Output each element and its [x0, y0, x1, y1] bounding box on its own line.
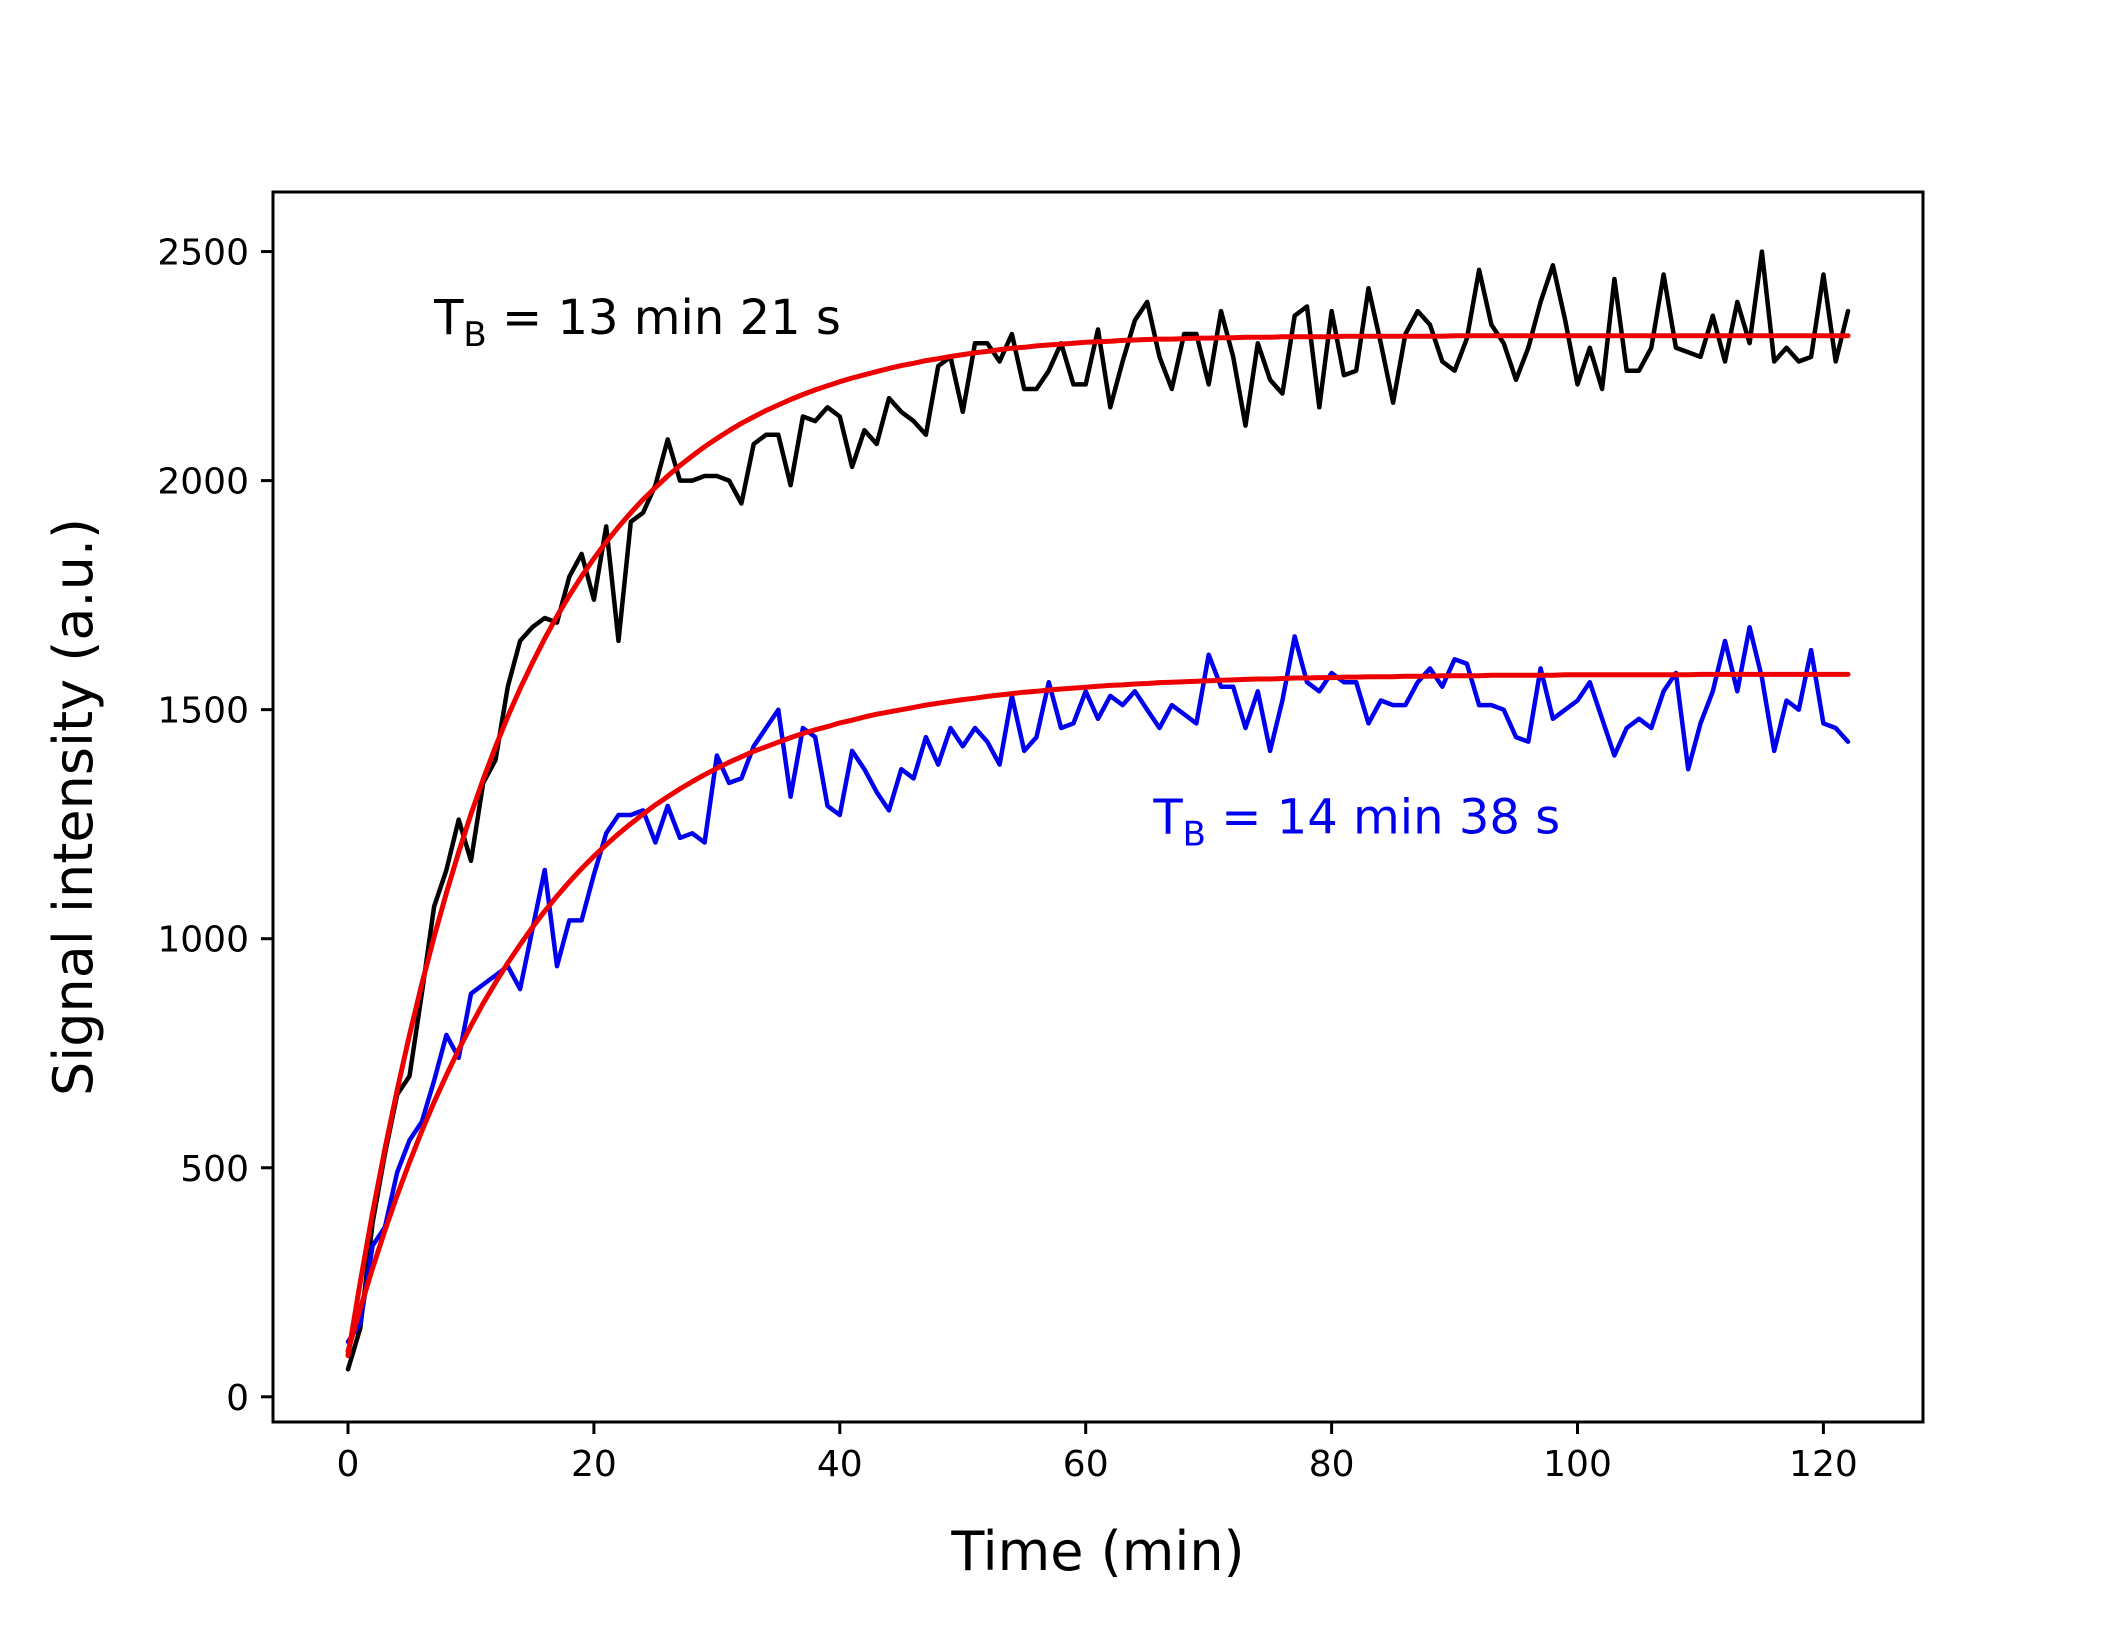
x-axis-label: Time (min)	[950, 1520, 1244, 1583]
x-tick-label: 60	[1063, 1444, 1109, 1485]
x-axis-ticks: 0 20 40 60 80 100 120	[337, 1422, 1858, 1485]
y-tick-label: 1000	[157, 920, 249, 961]
plot-lines	[345, 249, 1851, 1372]
x-tick-label: 40	[817, 1444, 863, 1485]
x-tick-label: 80	[1309, 1444, 1355, 1485]
x-tick-label: 120	[1789, 1444, 1858, 1485]
y-tick-label: 500	[180, 1149, 249, 1190]
data-series-2	[345, 624, 1851, 1345]
annotations: TB = 13 min 21 s TB = 14 min 38 s	[433, 290, 1560, 854]
y-axis-ticks: 0 500 1000 1500 2000 2500	[157, 233, 273, 1419]
y-tick-label: 0	[226, 1378, 249, 1419]
x-tick-label: 100	[1543, 1444, 1612, 1485]
fit-curve-2	[345, 671, 1851, 1354]
y-tick-label: 2000	[157, 462, 249, 503]
y-tick-label: 2500	[157, 233, 249, 274]
data-series-1	[345, 249, 1851, 1372]
y-axis-label: Signal intensity (a.u.)	[42, 518, 105, 1096]
tb-annotation-black: TB = 13 min 21 s	[433, 290, 841, 355]
y-tick-label: 1500	[157, 691, 249, 732]
x-tick-label: 20	[571, 1444, 617, 1485]
fit-curve-1	[345, 333, 1851, 1359]
tb-annotation-blue: TB = 14 min 38 s	[1152, 789, 1560, 854]
x-tick-label: 0	[337, 1444, 360, 1485]
plot-frame	[271, 190, 1925, 1424]
